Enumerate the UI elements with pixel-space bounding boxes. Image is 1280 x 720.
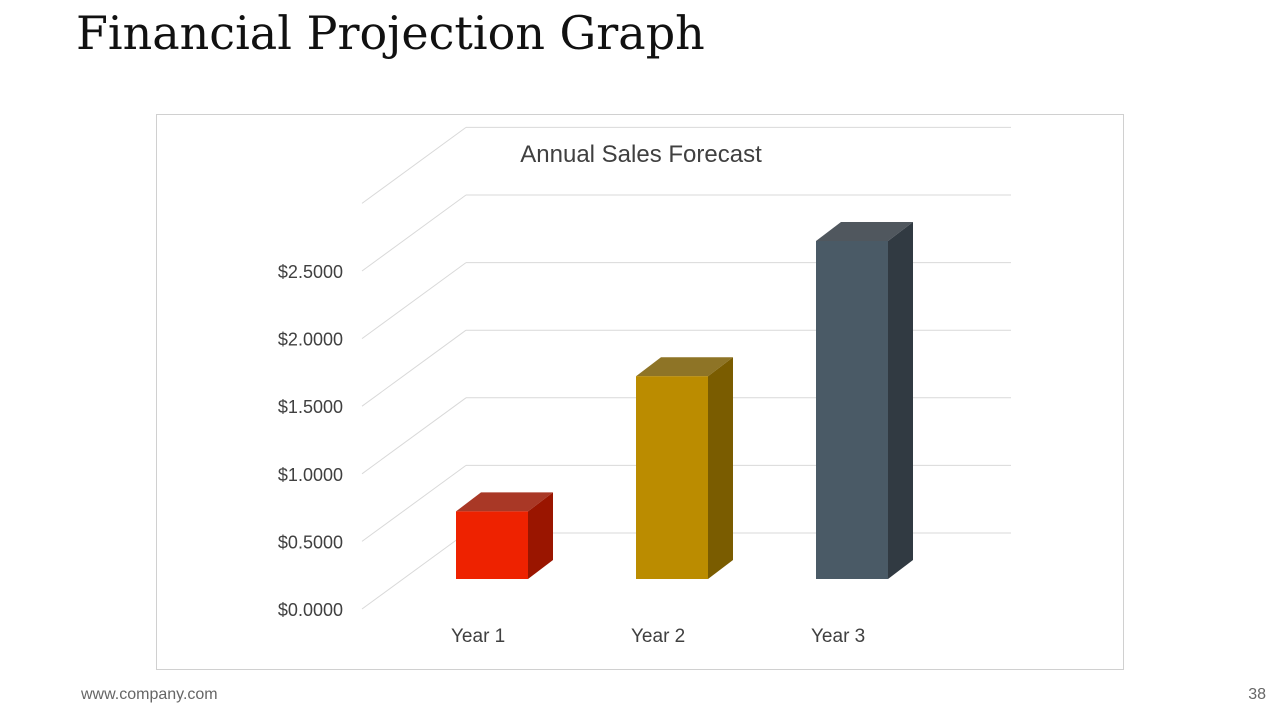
bar-3 <box>816 222 913 579</box>
gridline <box>361 464 1011 542</box>
x-tick-label: Year 1 <box>451 626 505 647</box>
x-tick-label: Year 3 <box>811 626 865 647</box>
slide-title: Financial Projection Graph <box>76 6 705 60</box>
chart-area: Annual Sales Forecast $0.0000 $0.5000 $1.0… <box>156 114 1124 670</box>
footer-url[interactable]: www.company.com <box>81 686 218 703</box>
gridline <box>361 397 1011 475</box>
bar-1 <box>456 492 553 579</box>
y-tick-label: $1.5000 <box>278 397 343 417</box>
bar-chart: Annual Sales Forecast $0.0000 $0.5000 $1.0… <box>278 126 1011 647</box>
y-tick-label: $0.0000 <box>278 600 343 620</box>
gridline <box>361 329 1011 407</box>
gridline <box>361 194 1011 272</box>
y-tick-label: $2.5000 <box>278 262 343 282</box>
gridline <box>361 532 1011 610</box>
y-tick-label: $0.5000 <box>278 532 343 552</box>
gridline <box>361 126 1011 204</box>
x-tick-label: Year 2 <box>631 626 685 647</box>
page-number: 38 <box>1248 686 1266 703</box>
bar-2 <box>636 357 733 579</box>
gridline <box>361 262 1011 340</box>
y-tick-label: $1.0000 <box>278 465 343 485</box>
y-tick-label: $2.0000 <box>278 330 343 350</box>
chart-title: Annual Sales Forecast <box>520 141 762 168</box>
